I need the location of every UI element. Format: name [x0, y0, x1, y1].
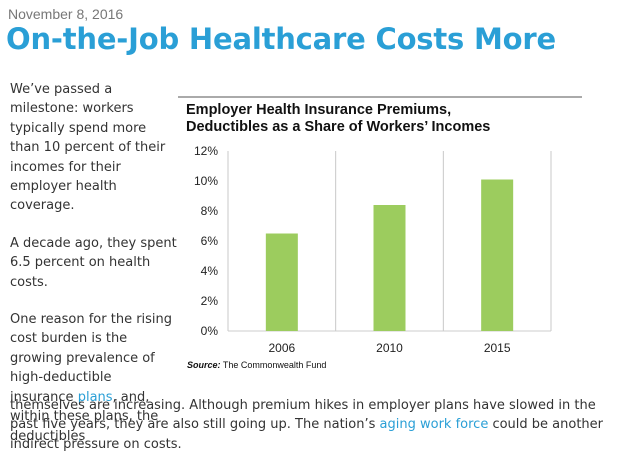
- y-tick-label: 4%: [201, 264, 219, 278]
- y-tick-label: 8%: [201, 204, 219, 218]
- paragraph-4-tail: could be another indirect pressure on co…: [10, 417, 604, 452]
- page-title: On-the-Job Healthcare Costs More: [6, 22, 556, 56]
- x-tick-label-2010: 2010: [376, 341, 403, 355]
- chart-figure: Employer Health Insurance Premiums, Dedu…: [178, 96, 582, 374]
- paragraph-3: One reason for the rising cost burden is…: [10, 310, 178, 446]
- article-body: We’ve passed a milestone: workers typica…: [10, 80, 622, 446]
- paragraph-2: A decade ago, they spent 6.5 percent on …: [10, 235, 177, 290]
- y-tick-label: 10%: [194, 174, 218, 188]
- y-tick-label: 0%: [201, 324, 219, 338]
- plans-link[interactable]: plans: [77, 389, 113, 405]
- bar-2010: [373, 205, 406, 331]
- chart-title: Employer Health Insurance Premiums, Dedu…: [186, 102, 491, 135]
- source-text: The Commonwealth Fund: [220, 360, 327, 370]
- y-tick-label: 12%: [194, 144, 218, 158]
- y-tick-label: 2%: [201, 294, 219, 308]
- bar-2006: [265, 233, 298, 331]
- x-tick-label-2015: 2015: [484, 341, 511, 355]
- x-tick-label-2006: 2006: [268, 341, 295, 355]
- paragraph-4-text: themselves are increasing. Although prem…: [10, 398, 596, 433]
- bar-chart: 0% 2% 4% 6% 8% 10% 12% 2006 2010 2015: [194, 144, 552, 355]
- paragraph-3-text: One reason for the rising cost burden is…: [10, 312, 173, 405]
- paragraph-4: themselves are increasing. Although prem…: [10, 396, 622, 454]
- paragraph-1: We’ve passed a milestone: workers typica…: [10, 82, 166, 214]
- paragraph-3-tail: , and, within these plans, the deductibl…: [10, 389, 159, 444]
- y-tick-label: 6%: [201, 234, 219, 248]
- aging-work-force-link[interactable]: aging work force: [379, 417, 489, 433]
- bar-2015: [481, 179, 514, 331]
- post-date: November 8, 2016: [8, 6, 124, 22]
- article-left-column: We’ve passed a milestone: workers typica…: [10, 80, 178, 446]
- source-label: Source:: [187, 360, 221, 370]
- figure-top-rule: [178, 96, 582, 98]
- chart-source: Source: The Commonwealth Fund: [187, 360, 326, 370]
